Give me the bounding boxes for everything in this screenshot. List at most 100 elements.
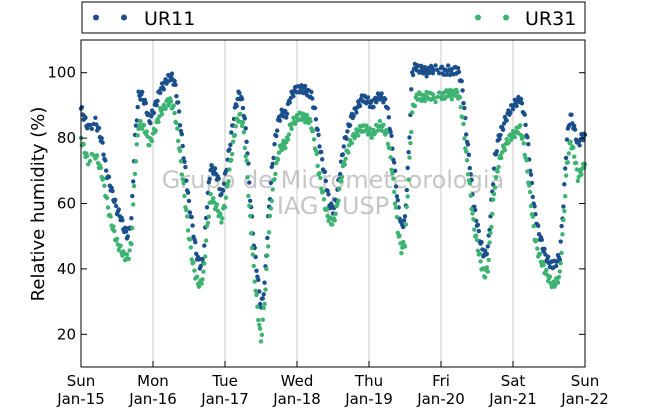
data-point [491,197,496,202]
data-point [248,198,253,203]
data-point [243,154,248,159]
data-point [187,210,193,215]
data-point [343,156,348,161]
data-point [261,305,266,311]
data-point [177,123,183,128]
data-point [536,223,541,228]
data-point [575,178,580,184]
data-point [315,127,320,132]
data-point [86,162,91,167]
data-point [313,148,319,153]
data-point [176,138,181,144]
data-point [141,122,147,128]
data-point [479,239,484,245]
data-point [579,172,584,177]
data-point [541,262,546,268]
data-point [192,268,197,273]
data-point [557,257,562,262]
data-point [572,154,577,159]
x-tick-day-label: Mon [137,372,169,390]
data-point [477,251,482,256]
legend-entry-ur11: UR11 [93,8,195,30]
data-point [255,304,260,309]
data-point [259,332,265,337]
data-point [186,198,192,204]
legend: UR11 UR31 [81,1,586,34]
data-point [527,183,532,188]
data-point [155,98,160,104]
data-point [502,148,508,153]
data-point [153,128,158,133]
data-point [319,149,324,155]
data-point [176,100,181,105]
data-point [406,150,411,155]
data-point [99,136,104,141]
data-point [125,234,130,239]
data-point [85,153,90,159]
data-point [286,132,292,137]
data-point [506,140,511,146]
data-point [264,266,269,272]
data-point [242,116,247,121]
data-point [399,251,404,256]
data-point [545,254,551,259]
data-point [218,212,223,217]
data-point [465,142,471,147]
data-point [100,140,105,145]
data-point [239,123,245,129]
data-point [219,192,224,197]
data-point [431,67,436,73]
data-point [383,97,388,102]
data-point [123,229,129,234]
data-point [116,207,122,212]
data-point [439,64,445,70]
data-point [572,127,578,132]
data-point [435,67,440,73]
data-point [422,65,427,70]
data-point [497,136,502,141]
data-point [143,100,148,106]
data-point [270,161,275,166]
data-point [324,206,329,211]
data-point [460,88,465,93]
data-point [473,233,479,238]
data-point [211,196,216,201]
data-point [573,160,579,166]
data-point [85,126,90,131]
y-axis-label: Relative humidity (%) [28,107,49,302]
data-point [202,243,207,248]
data-point [525,169,530,174]
data-point [101,152,106,157]
data-point [251,263,256,269]
data-point [336,198,341,203]
data-point [484,265,490,270]
data-point [81,142,86,147]
data-point [171,103,176,108]
data-point [245,175,250,180]
data-point [405,165,410,171]
data-point [135,104,140,110]
data-point [474,237,480,243]
data-point [496,164,501,170]
data-point [156,119,161,125]
data-point [116,247,122,253]
data-point [407,135,412,140]
data-point [397,233,402,238]
data-point [325,188,330,193]
data-point [487,240,492,245]
data-point [226,179,231,184]
data-point [482,275,488,280]
data-point [402,214,408,219]
data-point [323,178,328,184]
data-point [207,176,212,182]
data-point [338,179,344,184]
data-point [504,137,509,142]
data-point [201,269,206,274]
data-point [535,246,540,251]
data-point [182,193,187,199]
data-point [571,145,576,150]
data-point [433,63,438,68]
data-point [268,180,274,186]
data-point [172,78,177,84]
data-point [492,185,498,190]
